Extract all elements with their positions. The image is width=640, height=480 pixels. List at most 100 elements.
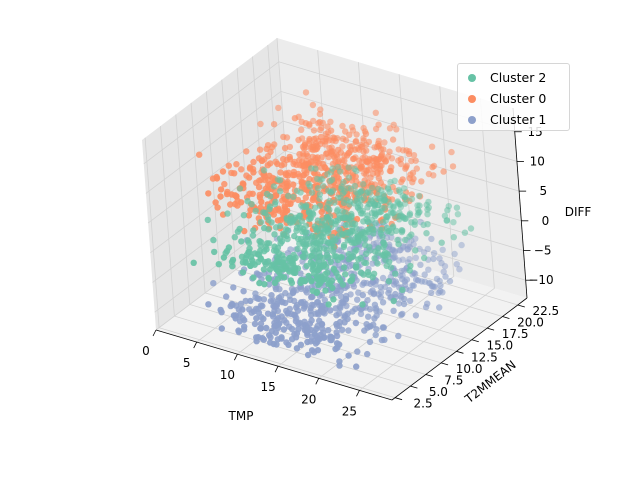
data-point (362, 259, 370, 267)
data-point (310, 194, 317, 202)
data-point (307, 338, 314, 345)
data-point (205, 190, 212, 197)
y-gridline (160, 126, 411, 387)
data-point (297, 341, 305, 348)
data-point (332, 305, 339, 312)
data-point (273, 265, 280, 273)
data-point (364, 212, 371, 219)
data-point (421, 271, 428, 278)
data-point (395, 300, 403, 307)
data-point (446, 277, 454, 285)
data-point (313, 299, 321, 306)
data-point (438, 259, 445, 267)
legend-item: Cluster 1 (464, 109, 563, 130)
data-point (334, 194, 342, 201)
data-point (386, 241, 393, 248)
data-point (271, 303, 278, 310)
x-tick-mark (152, 329, 157, 337)
data-point (444, 207, 451, 214)
data-point (359, 291, 366, 299)
data-point (314, 322, 321, 330)
data-point (381, 139, 388, 146)
data-point (428, 235, 435, 243)
data-point (340, 178, 347, 186)
data-point (311, 270, 318, 277)
data-point (401, 278, 408, 285)
data-point (458, 241, 465, 249)
data-point (239, 269, 247, 276)
data-point (349, 308, 356, 315)
data-point (343, 302, 350, 310)
data-point (376, 209, 384, 216)
data-point (366, 338, 374, 346)
data-point (231, 192, 239, 199)
data-point (245, 239, 253, 247)
data-point (375, 291, 382, 298)
data-point (391, 177, 398, 184)
data-point (365, 313, 372, 320)
data-point (339, 208, 346, 215)
data-point (278, 238, 286, 245)
data-point (360, 194, 368, 201)
data-point (325, 327, 332, 334)
data-point (284, 235, 291, 243)
data-point (339, 157, 346, 164)
data-point (257, 242, 264, 249)
y-tick-label: 22.5 (532, 304, 559, 318)
data-point (319, 254, 327, 262)
data-point (374, 169, 381, 176)
data-point (306, 137, 313, 144)
data-point (382, 158, 389, 165)
y-tick-label: 2.5 (414, 397, 433, 411)
data-point (381, 336, 388, 343)
data-point (282, 171, 289, 179)
data-point (311, 204, 319, 211)
data-point (355, 204, 362, 211)
data-point (315, 281, 322, 288)
data-point (294, 196, 302, 204)
data-point (318, 154, 325, 161)
data-point (217, 186, 225, 193)
data-point (269, 313, 277, 320)
data-point (300, 305, 308, 312)
data-point (406, 287, 414, 294)
data-point (224, 188, 231, 196)
data-point (395, 332, 402, 340)
data-point (352, 239, 359, 247)
data-point (291, 264, 298, 271)
data-point (467, 225, 475, 232)
tick-labels: 0 5 10 15 20 25 2.55.07.510.012.515.017.520.02… (142, 125, 559, 418)
x-tick-mark (193, 341, 198, 349)
data-point (241, 323, 248, 330)
data-point (364, 297, 371, 304)
data-point (352, 319, 360, 327)
data-point (263, 246, 270, 253)
data-point (347, 146, 355, 154)
data-point (289, 171, 297, 179)
data-point (308, 234, 315, 241)
z-axis-line (512, 107, 528, 299)
data-point (290, 193, 297, 201)
data-point (190, 259, 197, 266)
data-point (238, 166, 245, 173)
data-point (368, 198, 375, 205)
data-point (324, 214, 331, 221)
data-point (366, 247, 373, 254)
data-point (437, 282, 444, 289)
data-point (369, 225, 377, 233)
data-point (386, 148, 393, 155)
data-point (316, 110, 324, 118)
data-point (383, 250, 390, 257)
data-point (274, 217, 282, 224)
legend: Cluster 2 Cluster 0 Cluster 1 (457, 63, 570, 131)
data-point (402, 164, 410, 171)
data-point (257, 302, 265, 309)
data-point (298, 278, 305, 285)
x-tick-mark (356, 390, 360, 397)
x-gridline (359, 98, 495, 391)
data-point (448, 148, 455, 156)
data-point (260, 167, 268, 174)
data-point (310, 249, 317, 256)
data-point (413, 165, 420, 172)
legend-label: Cluster 1 (490, 112, 547, 127)
